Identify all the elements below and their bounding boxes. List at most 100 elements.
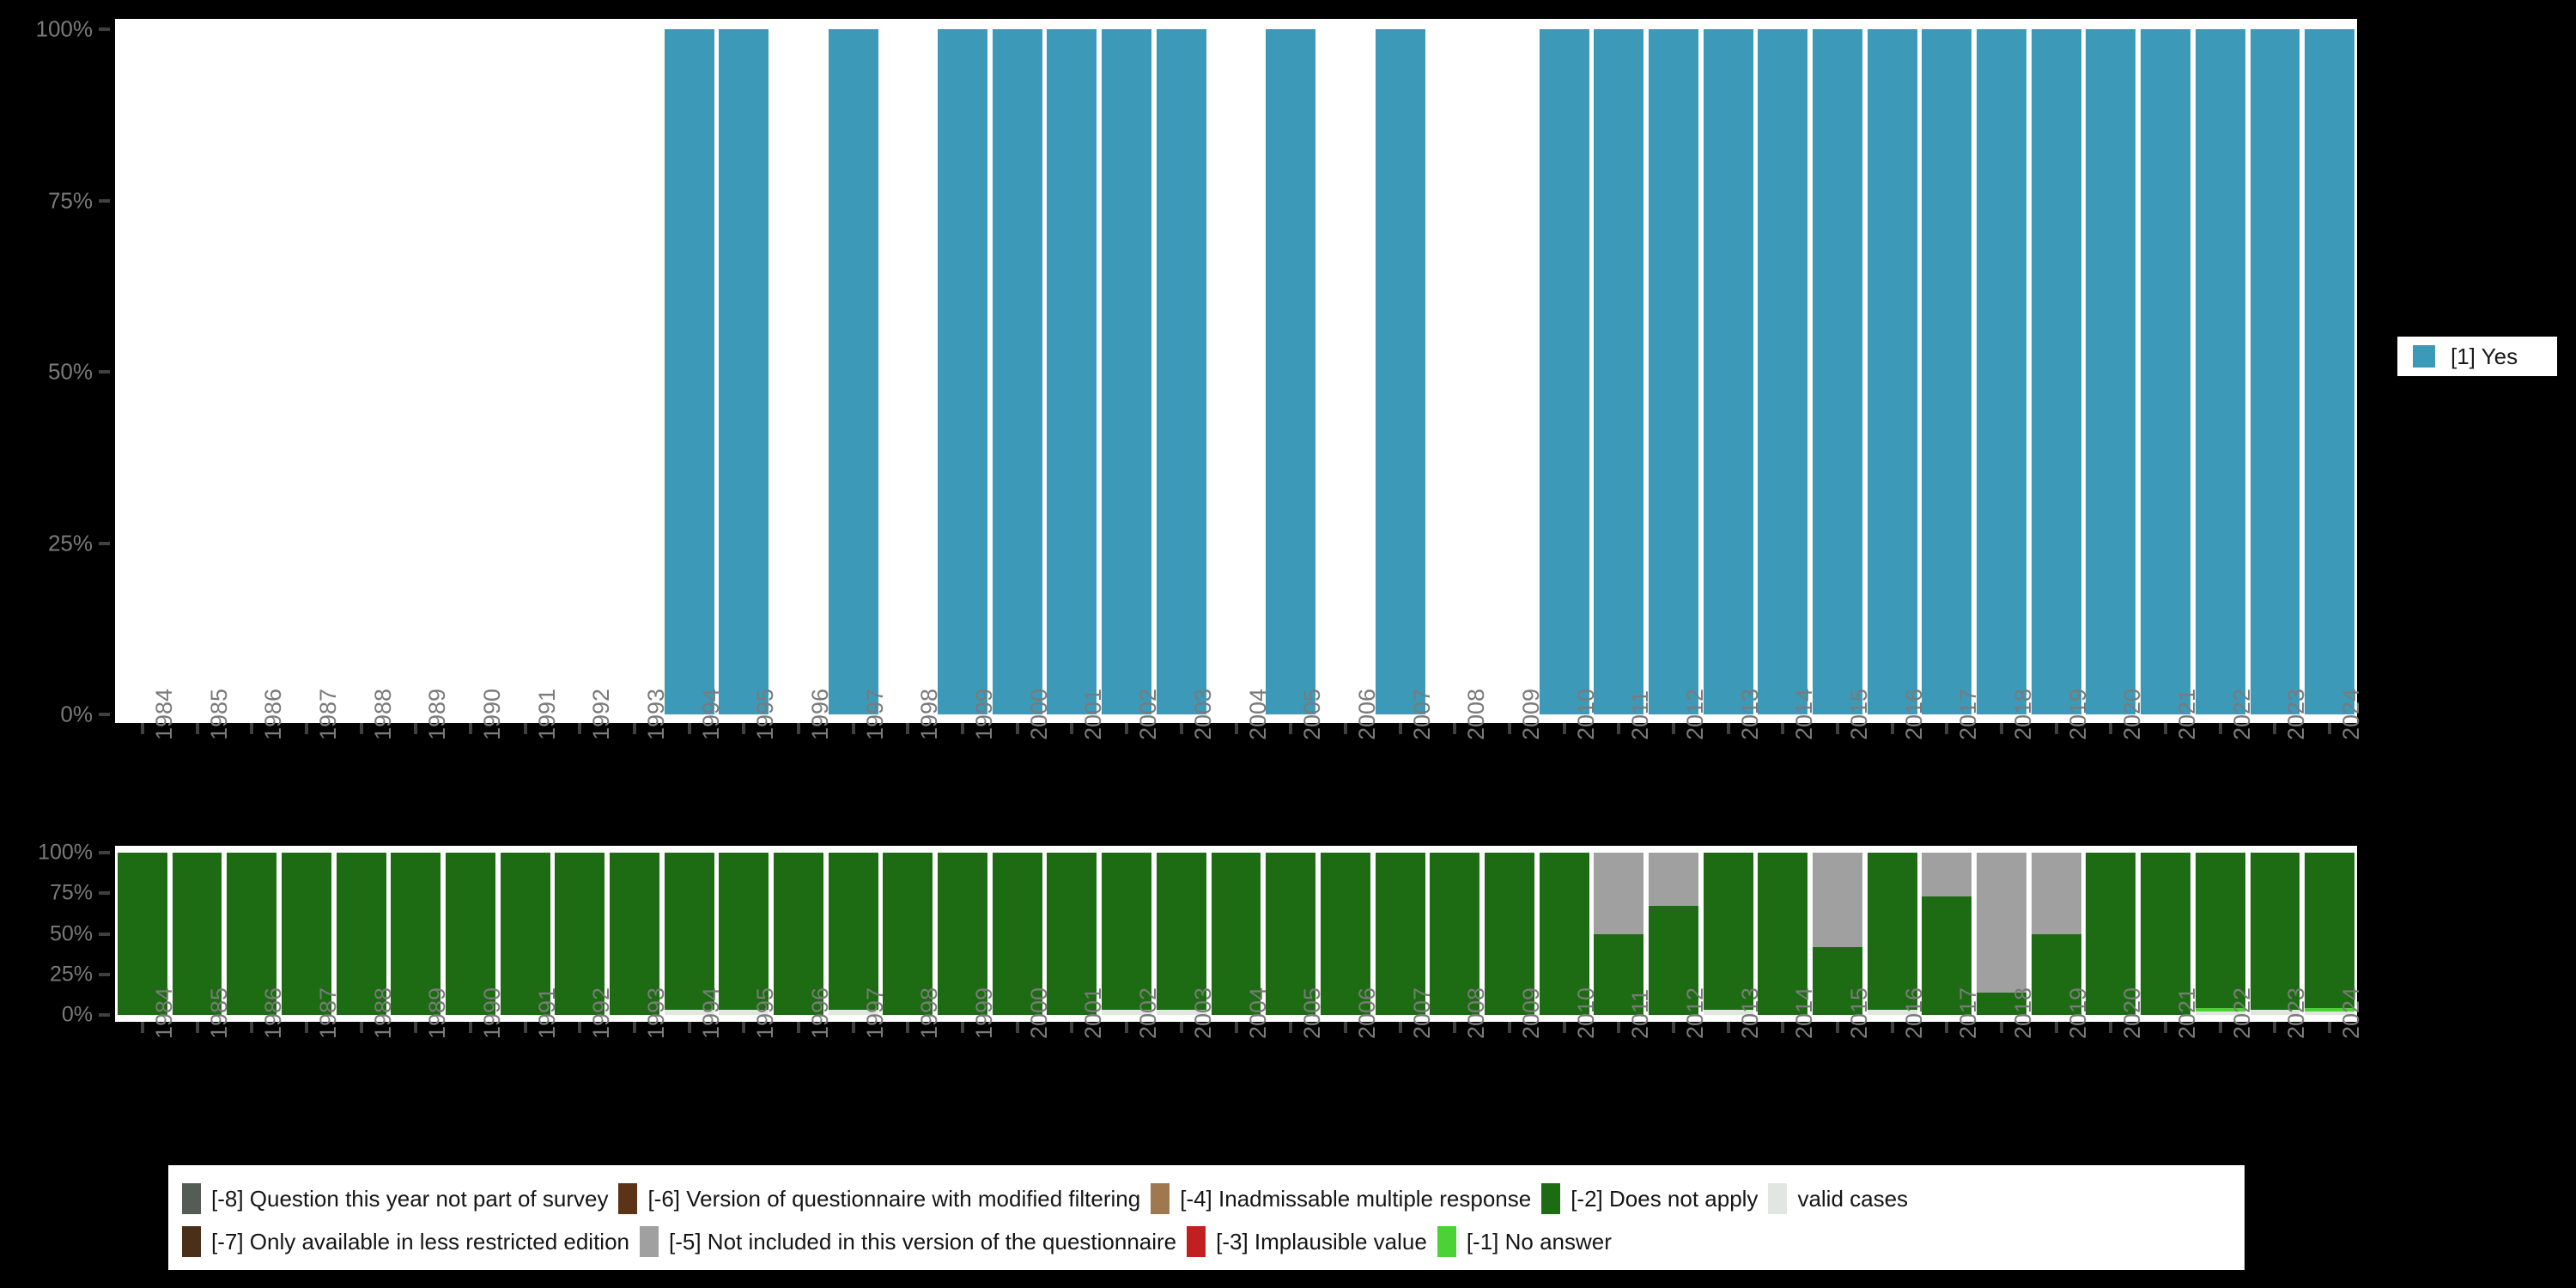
stacked-bar-1985[interactable] (172, 853, 222, 1015)
top-chart-bars (115, 19, 2357, 723)
stacked-bar-2022[interactable] (2195, 853, 2245, 1015)
stacked-bar-2024[interactable] (2305, 853, 2355, 1015)
stacked-bar-2003[interactable] (1156, 853, 1206, 1015)
bar-2010[interactable] (1539, 29, 1589, 714)
bottom-x-tick-mark-2001 (1070, 1022, 1074, 1033)
stacked-bar-1988[interactable] (336, 853, 386, 1015)
stacked-bar-1987[interactable] (281, 853, 331, 1015)
stacked-bar-2008[interactable] (1430, 853, 1480, 1015)
top-x-tick-mark-2014 (1781, 723, 1785, 734)
bar-2013[interactable] (1703, 29, 1753, 714)
legend-item-valid[interactable]: valid cases (1768, 1177, 1918, 1220)
bar-2023[interactable] (2250, 29, 2300, 714)
bar-2014[interactable] (1758, 29, 1808, 714)
legend-item-m3[interactable]: [-3] Implausible value (1187, 1220, 1437, 1263)
bottom-x-tick-mark-2010 (1562, 1022, 1566, 1033)
top-x-tick-mark-1995 (742, 723, 746, 734)
bar-1994[interactable] (664, 29, 714, 714)
stacked-bar-2009[interactable] (1484, 853, 1534, 1015)
stacked-bar-1986[interactable] (227, 853, 277, 1015)
stacked-bar-1995[interactable] (719, 853, 769, 1015)
stacked-bar-2016[interactable] (1867, 853, 1917, 1015)
bar-segment-yes (1867, 29, 1917, 714)
stacked-bar-2006[interactable] (1320, 853, 1370, 1015)
stacked-bar-1999[interactable] (938, 853, 988, 1015)
legend-item-m5[interactable]: [-5] Not included in this version of the… (640, 1220, 1187, 1263)
stacked-bar-2000[interactable] (992, 853, 1042, 1015)
bottom-x-tick-mark-1995 (742, 1022, 746, 1033)
stacked-bar-2018[interactable] (1977, 853, 2027, 1015)
legend-item-m1[interactable]: [-1] No answer (1437, 1220, 1622, 1263)
stacked-bar-2012[interactable] (1648, 853, 1698, 1015)
stacked-bar-1984[interactable] (117, 853, 167, 1015)
stacked-bar-2020[interactable] (2086, 853, 2136, 1015)
stacked-bar-2011[interactable] (1594, 853, 1644, 1015)
bar-2024[interactable] (2305, 29, 2355, 714)
bar-2020[interactable] (2086, 29, 2136, 714)
stack-segment-m2 (281, 853, 331, 1015)
stack-segment-m2 (2086, 853, 2136, 1015)
bar-1995[interactable] (719, 29, 769, 714)
stacked-bar-2005[interactable] (1266, 853, 1316, 1015)
y-tick-label-25: 25% (47, 530, 93, 556)
legend-item-m2[interactable]: [-2] Does not apply (1541, 1177, 1768, 1220)
x-tick-text: 1997 (861, 688, 888, 740)
legend-item-m7[interactable]: [-7] Only available in less restricted e… (182, 1220, 640, 1263)
bar-2017[interactable] (1922, 29, 1972, 714)
x-tick-text: 1999 (971, 688, 998, 740)
stacked-bar-1991[interactable] (500, 853, 550, 1015)
bar-2003[interactable] (1156, 29, 1206, 714)
bottom-x-tick-mark-1986 (250, 1022, 254, 1033)
x-tick-text: 1997 (861, 987, 888, 1039)
stack-segment-m2 (336, 853, 386, 1015)
bar-2019[interactable] (2031, 29, 2081, 714)
stack-segment-m2 (445, 853, 495, 1015)
stacked-bar-2010[interactable] (1539, 853, 1589, 1015)
stacked-bar-2017[interactable] (1922, 853, 1972, 1015)
stack-segment-m5 (1922, 853, 1972, 897)
bar-segment-yes (1539, 29, 1589, 714)
stacked-bar-1990[interactable] (445, 853, 495, 1015)
stacked-bar-2014[interactable] (1758, 853, 1808, 1015)
bar-2018[interactable] (1977, 29, 2027, 714)
bar-2002[interactable] (1102, 29, 1152, 714)
stacked-bar-2015[interactable] (1813, 853, 1862, 1015)
bar-2022[interactable] (2195, 29, 2245, 714)
stacked-bar-1998[interactable] (883, 853, 933, 1015)
stacked-bar-1997[interactable] (828, 853, 878, 1015)
stacked-bar-1996[interactable] (774, 853, 823, 1015)
bar-1997[interactable] (828, 29, 878, 714)
x-tick-text: 1996 (807, 987, 834, 1039)
bar-2021[interactable] (2141, 29, 2191, 714)
stacked-bar-1989[interactable] (391, 853, 441, 1015)
bar-2007[interactable] (1375, 29, 1425, 714)
legend-label-m3: [-3] Implausible value (1216, 1228, 1427, 1255)
stacked-bar-2001[interactable] (1047, 853, 1097, 1015)
bar-2005[interactable] (1266, 29, 1316, 714)
stacked-bar-1992[interactable] (555, 853, 605, 1015)
bar-2015[interactable] (1813, 29, 1862, 714)
stacked-bar-2013[interactable] (1703, 853, 1753, 1015)
stack-segment-m2 (1867, 853, 1917, 1011)
stacked-bar-2002[interactable] (1102, 853, 1152, 1015)
bar-2011[interactable] (1594, 29, 1644, 714)
stacked-bar-1993[interactable] (610, 853, 659, 1015)
stacked-bar-1994[interactable] (664, 853, 714, 1015)
stack-segment-m2 (1430, 853, 1480, 1015)
bottom-x-tick-mark-2004 (1234, 1022, 1238, 1033)
stack-segment-m2 (2305, 853, 2355, 1009)
bar-2001[interactable] (1047, 29, 1097, 714)
stacked-bar-2019[interactable] (2031, 853, 2081, 1015)
legend-item-m4[interactable]: [-4] Inadmissable multiple response (1151, 1177, 1541, 1220)
legend-item-m6[interactable]: [-6] Version of questionnaire with modif… (618, 1177, 1151, 1220)
bar-1999[interactable] (938, 29, 988, 714)
stacked-bar-2021[interactable] (2141, 853, 2191, 1015)
bar-2012[interactable] (1648, 29, 1698, 714)
bar-2016[interactable] (1867, 29, 1917, 714)
bar-2000[interactable] (992, 29, 1042, 714)
stacked-bar-2004[interactable] (1211, 853, 1261, 1015)
stacked-bar-2007[interactable] (1375, 853, 1425, 1015)
stacked-bar-2023[interactable] (2250, 853, 2300, 1015)
legend-item-m8[interactable]: [-8] Question this year not part of surv… (182, 1177, 618, 1220)
x-tick-text: 1984 (150, 688, 177, 740)
